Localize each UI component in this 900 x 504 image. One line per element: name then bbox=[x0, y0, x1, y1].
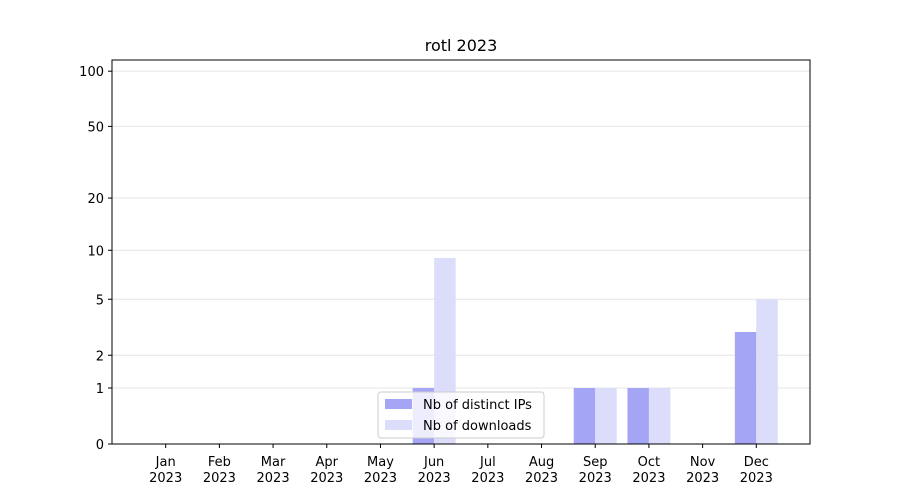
x-tick-label: 2023 bbox=[471, 471, 504, 486]
legend-swatch bbox=[385, 399, 412, 409]
bar bbox=[627, 388, 649, 444]
x-tick-label: Feb bbox=[208, 455, 231, 470]
x-tick-label: Mar bbox=[261, 455, 286, 470]
plot-frame bbox=[111, 59, 811, 445]
x-tick-label: 2023 bbox=[525, 471, 558, 486]
x-tick-label: 2023 bbox=[632, 471, 665, 486]
x-tick-label: Oct bbox=[638, 455, 660, 470]
chart-title: rotl 2023 bbox=[425, 36, 498, 55]
x-tick-label: 2023 bbox=[257, 471, 290, 486]
x-tick-label: Jun bbox=[423, 455, 444, 470]
x-tick-label: 2023 bbox=[579, 471, 612, 486]
x-tick-label: 2023 bbox=[418, 471, 451, 486]
y-tick-label: 2 bbox=[96, 349, 104, 364]
x-tick-label: Nov bbox=[690, 455, 716, 470]
y-tick-label: 5 bbox=[96, 293, 104, 308]
bar bbox=[573, 388, 596, 444]
y-tick-label: 50 bbox=[87, 120, 104, 135]
x-tick-label: Jul bbox=[479, 455, 496, 470]
bar bbox=[734, 332, 757, 444]
y-tick-label: 20 bbox=[87, 192, 104, 207]
y-tick-label: 0 bbox=[96, 438, 104, 453]
y-tick-label: 1 bbox=[96, 382, 104, 397]
x-tick-label: 2023 bbox=[686, 471, 719, 486]
x-tick-label: Dec bbox=[744, 455, 769, 470]
legend-box bbox=[377, 391, 545, 439]
bar bbox=[756, 299, 778, 444]
legend-label: Nb of distinct IPs bbox=[423, 398, 532, 413]
legend-swatch bbox=[385, 420, 412, 430]
x-tick-label: Aug bbox=[529, 455, 554, 470]
x-tick-label: Jan bbox=[155, 455, 176, 470]
x-tick-label: May bbox=[367, 455, 394, 470]
x-tick-label: Apr bbox=[316, 455, 339, 470]
x-tick-label: 2023 bbox=[149, 471, 182, 486]
x-tick-label: 2023 bbox=[740, 471, 773, 486]
x-tick-label: 2023 bbox=[310, 471, 343, 486]
x-tick-label: 2023 bbox=[203, 471, 236, 486]
x-tick-label: Sep bbox=[583, 455, 608, 470]
bar bbox=[595, 388, 617, 444]
y-tick-label: 100 bbox=[79, 65, 104, 80]
y-tick-label: 10 bbox=[87, 244, 104, 259]
x-tick-label: 2023 bbox=[364, 471, 397, 486]
legend-label: Nb of downloads bbox=[423, 419, 532, 434]
bar bbox=[648, 388, 671, 444]
